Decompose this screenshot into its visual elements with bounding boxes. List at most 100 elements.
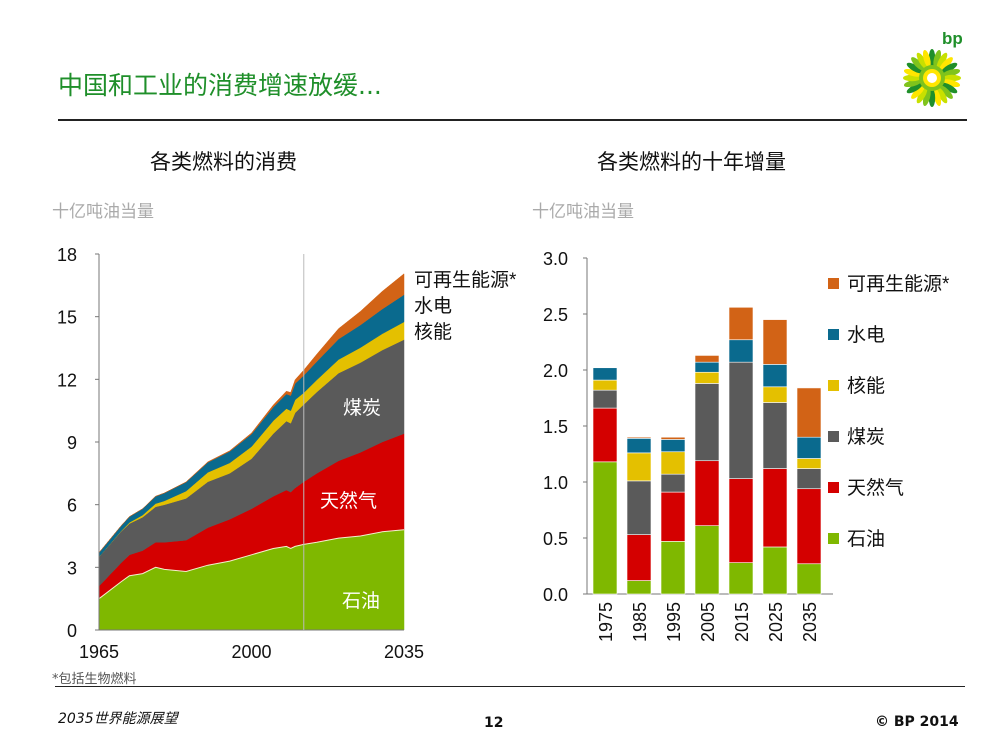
logo-petal xyxy=(922,49,931,68)
bar-coal-1975 xyxy=(592,389,618,409)
logo-petal xyxy=(922,88,931,107)
x-tick-label: 1995 xyxy=(664,602,684,642)
legend-swatch-renewables xyxy=(828,278,839,289)
right-chart-unit: 十亿吨油当量 xyxy=(532,202,634,222)
bar-hydro-1975 xyxy=(592,367,618,381)
bar-coal-2015 xyxy=(728,361,754,479)
bar-gas-2015 xyxy=(728,478,754,563)
bar-renewables-2025 xyxy=(762,319,788,365)
y-tick-label: 0.5 xyxy=(543,529,568,549)
oil-edge-line xyxy=(98,529,405,600)
legend-label-coal: 煤炭 xyxy=(847,426,885,448)
bar-hydro-2005 xyxy=(694,361,720,373)
logo-petal xyxy=(942,68,961,77)
label-renewables: 可再生能源* xyxy=(414,269,517,291)
title-divider xyxy=(58,119,967,121)
logo-petal xyxy=(939,85,953,99)
logo-petal xyxy=(933,49,942,68)
label-hydro: 水电 xyxy=(414,295,452,317)
bar-gas-2005 xyxy=(694,460,720,526)
y-tick-label: 2.5 xyxy=(543,305,568,325)
bar-oil-1995 xyxy=(660,541,686,595)
page-number: 12 xyxy=(484,715,504,731)
bar-gas-2025 xyxy=(762,468,788,548)
x-tick-label: 1985 xyxy=(630,602,650,642)
bar-oil-2015 xyxy=(728,562,754,595)
legend-swatch-oil xyxy=(828,533,839,544)
bar-renewables-1985 xyxy=(626,436,652,439)
bar-nuclear-1985 xyxy=(626,452,652,482)
copyright: © BP 2014 xyxy=(875,714,959,730)
logo-petal xyxy=(903,79,922,88)
y-tick-label: 12 xyxy=(57,370,77,390)
x-tick-label: 2000 xyxy=(231,642,271,662)
logo-petal xyxy=(906,82,923,94)
bar-oil-1975 xyxy=(592,461,618,595)
footnote: *包括生物燃料 xyxy=(52,672,137,687)
right-chart-title: 各类燃料的十年增量 xyxy=(597,150,786,174)
bar-renewables-2015 xyxy=(728,306,754,341)
legend-label-renewables: 可再生能源* xyxy=(847,273,950,295)
y-tick-label: 18 xyxy=(57,245,77,265)
bar-hydro-1985 xyxy=(626,438,652,454)
bar-coal-1995 xyxy=(660,473,686,493)
logo-petal xyxy=(936,87,948,104)
bar-gas-2035 xyxy=(796,488,822,565)
bar-oil-2035 xyxy=(796,563,822,595)
report-name: 2035世界能源展望 xyxy=(58,711,178,727)
legend-label-oil: 石油 xyxy=(847,528,885,550)
bar-renewables-1995 xyxy=(660,436,686,440)
bar-coal-1985 xyxy=(626,480,652,535)
y-tick-label: 2.0 xyxy=(543,361,568,381)
logo-petal xyxy=(916,87,928,104)
y-tick-label: 0 xyxy=(67,621,77,641)
x-tick-label: 1975 xyxy=(596,602,616,642)
bar-coal-2025 xyxy=(762,402,788,469)
bar-nuclear-2035 xyxy=(796,458,822,469)
legend-label-nuclear: 核能 xyxy=(847,375,885,397)
legend-label-gas: 天然气 xyxy=(847,477,904,499)
x-tick-label: 2015 xyxy=(732,602,752,642)
bar-hydro-2015 xyxy=(728,339,754,363)
footer-divider xyxy=(55,686,965,687)
logo-petal xyxy=(936,52,948,69)
x-tick-label: 1965 xyxy=(79,642,119,662)
bar-hydro-2035 xyxy=(796,436,822,459)
logo-petal xyxy=(939,57,953,71)
bar-renewables-2035 xyxy=(796,387,822,438)
y-tick-label: 9 xyxy=(67,433,77,453)
y-tick-label: 15 xyxy=(57,308,77,328)
logo-petal xyxy=(911,57,925,71)
y-tick-label: 0.0 xyxy=(543,585,568,605)
bar-gas-1985 xyxy=(626,534,652,581)
bar-coal-2005 xyxy=(694,383,720,462)
legend-swatch-coal xyxy=(828,431,839,442)
label-gas: 天然气 xyxy=(320,490,377,512)
bar-nuclear-1995 xyxy=(660,451,686,475)
x-tick-label: 2035 xyxy=(384,642,424,662)
label-coal: 煤炭 xyxy=(343,397,381,419)
legend-swatch-gas xyxy=(828,482,839,493)
logo-petal xyxy=(911,85,925,99)
logo-petal xyxy=(903,68,922,77)
bar-nuclear-1975 xyxy=(592,379,618,391)
y-tick-label: 1.0 xyxy=(543,473,568,493)
x-tick-label: 2025 xyxy=(766,602,786,642)
logo-petal xyxy=(941,62,958,74)
helios-icon xyxy=(903,49,961,107)
logo-text: bp xyxy=(942,29,963,48)
page-title: 中国和工业的消费增速放缓... xyxy=(58,71,382,100)
y-tick-label: 6 xyxy=(67,496,77,516)
bar-coal-2035 xyxy=(796,468,822,490)
bar-gas-1975 xyxy=(592,407,618,463)
logo-petal xyxy=(906,62,923,74)
legend-label-hydro: 水电 xyxy=(847,324,885,346)
logo-petal xyxy=(933,88,942,107)
bar-oil-2005 xyxy=(694,525,720,595)
area-renewables xyxy=(98,273,405,553)
left-chart-unit: 十亿吨油当量 xyxy=(52,202,154,222)
bp-logo: bp xyxy=(903,29,963,107)
label-nuclear: 核能 xyxy=(414,321,452,343)
y-tick-label: 3.0 xyxy=(543,249,568,269)
